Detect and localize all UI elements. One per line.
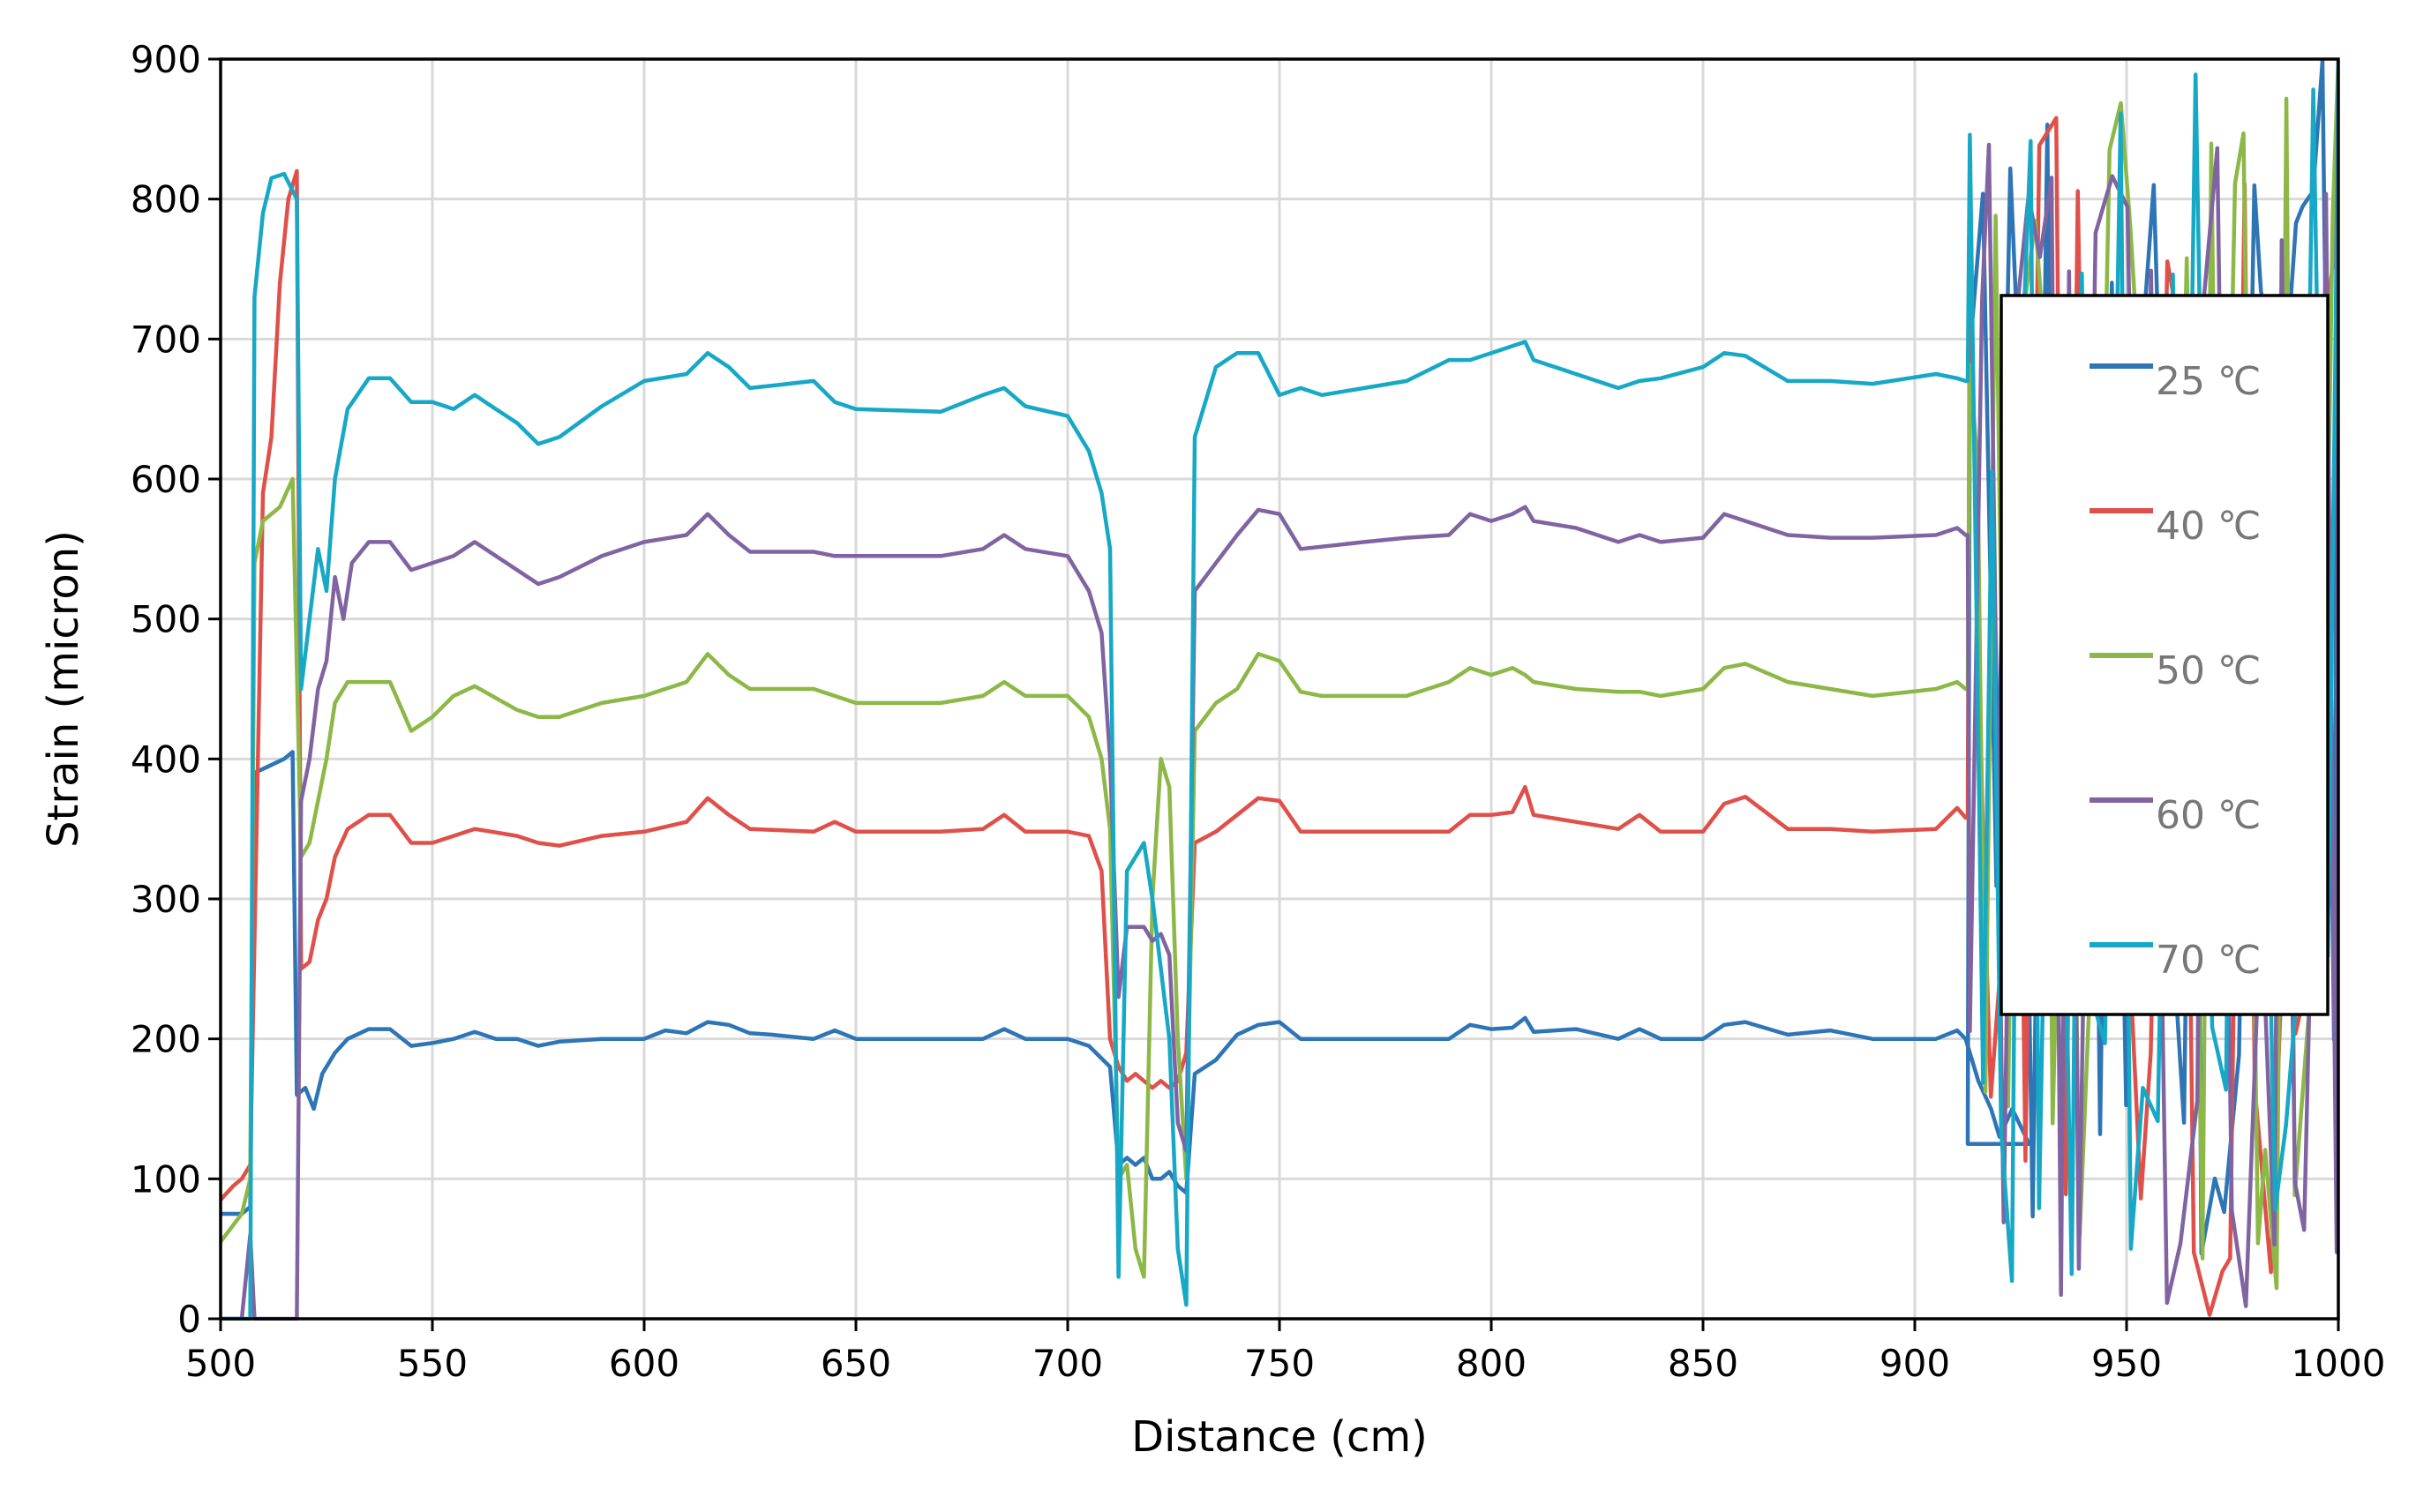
y-tick-label: 400 bbox=[131, 737, 201, 781]
y-tick-label: 600 bbox=[131, 458, 201, 501]
x-tick-label: 900 bbox=[1880, 1342, 1950, 1385]
x-tick-label: 950 bbox=[2091, 1342, 2162, 1385]
x-axis-title: Distance (cm) bbox=[1131, 1412, 1428, 1462]
y-axis-title: Strain (micron) bbox=[39, 530, 88, 848]
y-tick-label: 100 bbox=[131, 1157, 201, 1201]
y-tick-label: 0 bbox=[177, 1298, 201, 1341]
tick-labels: 500 550 600 650 700 750 800 850 900 950 1000 0 100 20… bbox=[131, 38, 2386, 1385]
y-tick-label: 800 bbox=[131, 178, 201, 221]
legend-label: 25 ℃ bbox=[2156, 359, 2261, 404]
x-tick-label: 1000 bbox=[2292, 1342, 2386, 1385]
x-tick-label: 650 bbox=[821, 1342, 891, 1385]
y-tick-label: 200 bbox=[131, 1018, 201, 1061]
y-tick-label: 900 bbox=[131, 38, 201, 81]
legend-box bbox=[2000, 294, 2330, 1016]
plot-frame bbox=[219, 57, 2340, 1321]
x-tick-label: 500 bbox=[185, 1342, 256, 1385]
x-tick-label: 700 bbox=[1032, 1342, 1103, 1385]
y-tick-label: 700 bbox=[131, 318, 201, 361]
x-tick-label: 800 bbox=[1456, 1342, 1527, 1385]
legend-label: 70 ℃ bbox=[2156, 938, 2261, 983]
y-tick-label: 500 bbox=[131, 598, 201, 641]
x-tick-label: 750 bbox=[1244, 1342, 1315, 1385]
legend: 25 ℃ 40 ℃ 50 ℃ 60 ℃ 70 ℃ bbox=[2000, 294, 2330, 1016]
legend-label: 50 ℃ bbox=[2156, 648, 2261, 693]
x-tick-label: 600 bbox=[609, 1342, 679, 1385]
legend-label: 40 ℃ bbox=[2156, 504, 2261, 549]
legend-label: 60 ℃ bbox=[2156, 793, 2261, 838]
axes bbox=[208, 57, 2340, 1331]
series-line-3 bbox=[221, 58, 2338, 1291]
x-tick-label: 550 bbox=[397, 1342, 468, 1385]
y-tick-label: 300 bbox=[131, 878, 201, 921]
x-tick-label: 850 bbox=[1668, 1342, 1738, 1385]
